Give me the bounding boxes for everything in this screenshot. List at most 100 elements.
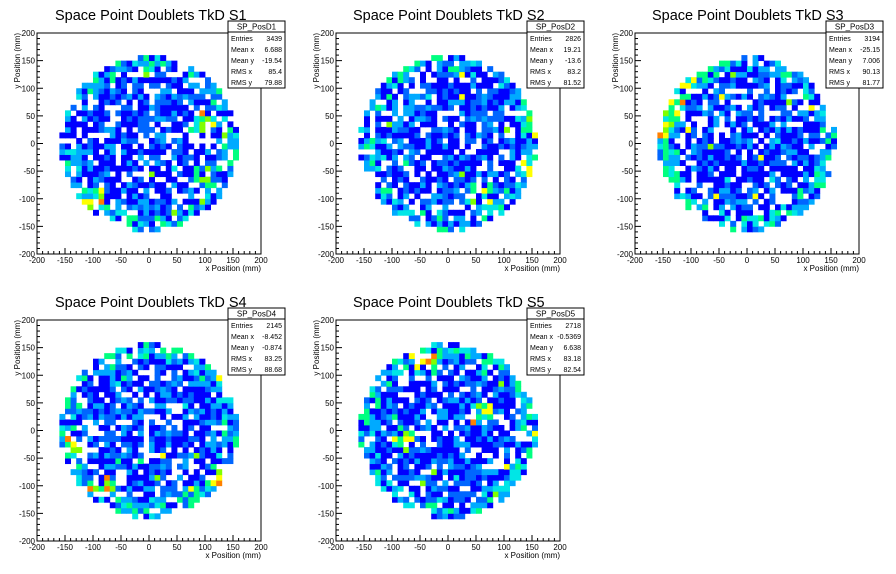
heatmap-bin: [81, 193, 88, 200]
heatmap-bin: [143, 99, 150, 106]
heatmap-bin: [476, 99, 482, 106]
heatmap-bin: [498, 99, 505, 106]
heatmap-bin: [476, 154, 482, 161]
heatmap-bin: [481, 436, 488, 442]
heatmap-bin: [115, 502, 122, 509]
x-tick-label: 200: [553, 543, 567, 552]
heatmap-bin: [487, 77, 494, 84]
heatmap-bin: [182, 496, 189, 503]
heatmap-bin: [674, 115, 681, 122]
heatmap-bin: [515, 121, 522, 128]
heatmap-bin: [121, 375, 127, 382]
heatmap-bin: [76, 171, 83, 178]
heatmap-bin: [696, 182, 703, 189]
heatmap-bin: [233, 149, 239, 155]
heatmap-bin: [685, 82, 692, 89]
heatmap-bin: [707, 121, 714, 128]
heatmap-bin: [663, 121, 669, 128]
heatmap-bin: [87, 391, 94, 398]
heatmap-bin: [724, 165, 731, 172]
heatmap-bin: [674, 187, 681, 194]
heatmap-bin: [724, 82, 731, 89]
heatmap-bin: [752, 60, 759, 67]
heatmap-bin: [425, 154, 432, 161]
heatmap-bin: [216, 413, 223, 420]
heatmap-bin: [397, 115, 404, 122]
heatmap-bin: [707, 99, 714, 106]
heatmap-bin: [143, 386, 150, 393]
heatmap-bin: [814, 99, 821, 106]
heatmap-bin: [758, 160, 765, 166]
heatmap-bin: [397, 496, 404, 503]
heatmap-bin: [76, 110, 83, 117]
heatmap-bin: [436, 215, 443, 222]
heatmap-bin: [431, 165, 438, 172]
heatmap-bin: [137, 220, 144, 227]
heatmap-bin: [470, 77, 477, 84]
heatmap-bin: [470, 187, 477, 194]
heatmap-bin: [81, 480, 88, 487]
heatmap-bin: [397, 386, 404, 393]
heatmap-bin: [814, 121, 821, 128]
heatmap-bin: [137, 347, 144, 354]
heatmap-bin: [126, 397, 133, 404]
heatmap-bin: [205, 380, 211, 387]
heatmap-bin: [121, 413, 127, 420]
heatmap-bin: [464, 204, 471, 211]
heatmap-bin: [126, 77, 133, 84]
heatmap-bin: [735, 198, 742, 205]
heatmap-bin: [104, 369, 111, 376]
heatmap-bin: [188, 436, 195, 442]
heatmap-bin: [735, 187, 742, 194]
heatmap-bin: [504, 402, 510, 409]
heatmap-bin: [442, 154, 449, 161]
heatmap-bin: [668, 149, 675, 155]
heatmap-bin: [408, 430, 415, 437]
heatmap-cells: [657, 55, 837, 233]
heatmap-bin: [780, 132, 787, 139]
heatmap-bin: [171, 220, 178, 227]
heatmap-bin: [775, 66, 781, 73]
heatmap-bin: [380, 193, 387, 200]
heatmap-bin: [221, 430, 228, 437]
heatmap-bin: [730, 66, 737, 73]
histogram-panel-5: Space Point Doublets TkD S5-200 -150 -100-…: [312, 295, 585, 560]
heatmap-bin: [442, 507, 449, 514]
heatmap-bin: [364, 430, 370, 437]
heatmap-bin: [504, 143, 510, 150]
heatmap-bin: [724, 115, 731, 122]
heatmap-bin: [375, 386, 382, 393]
heatmap-bin: [369, 386, 376, 393]
heatmap-bin: [137, 507, 144, 514]
heatmap-bin: [165, 386, 172, 393]
heatmap-bin: [93, 165, 99, 172]
heatmap-bin: [182, 160, 189, 166]
heatmap-bin: [515, 149, 522, 155]
heatmap-bin: [98, 93, 105, 100]
heatmap-bin: [380, 380, 387, 387]
heatmap-bin: [358, 436, 365, 442]
heatmap-bin: [436, 193, 443, 200]
heatmap-bin: [397, 143, 404, 150]
heatmap-bin: [464, 391, 471, 398]
heatmap-bin: [526, 419, 533, 426]
heatmap-bin: [420, 198, 426, 205]
heatmap-bin: [177, 380, 183, 387]
heatmap-bin: [137, 430, 144, 437]
heatmap-bin: [453, 171, 460, 178]
heatmap-bin: [431, 491, 438, 498]
heatmap-bin: [470, 182, 477, 189]
heatmap-bin: [481, 474, 488, 481]
heatmap-bin: [126, 502, 133, 509]
heatmap-bin: [453, 55, 460, 62]
heatmap-bin: [392, 496, 398, 503]
heatmap-bin: [205, 364, 211, 371]
heatmap-bin: [825, 137, 832, 144]
heatmap-bin: [188, 452, 195, 459]
heatmap-bin: [403, 463, 410, 470]
x-tick-label: -50: [713, 256, 725, 265]
heatmap-bin: [98, 408, 105, 415]
heatmap-bin: [154, 226, 161, 233]
heatmap-bin: [520, 424, 527, 431]
heatmap-bin: [137, 474, 144, 481]
